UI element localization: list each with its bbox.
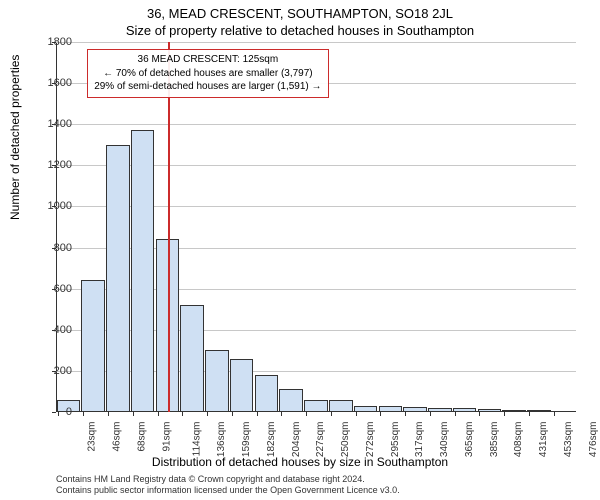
x-tick-label: 159sqm: [241, 422, 252, 458]
y-tick-label: 200: [54, 365, 72, 377]
x-tick: [356, 412, 357, 416]
info-box-line2: ← 70% of detached houses are smaller (3,…: [94, 67, 321, 81]
gridline: [56, 42, 576, 43]
x-tick-label: 250sqm: [340, 422, 351, 458]
histogram-bar: [502, 410, 526, 412]
info-box-line1: 36 MEAD CRESCENT: 125sqm: [94, 53, 321, 67]
y-tick-label: 1000: [48, 200, 72, 212]
x-tick: [158, 412, 159, 416]
y-tick-label: 400: [54, 324, 72, 336]
histogram-bar: [81, 280, 105, 412]
x-tick: [554, 412, 555, 416]
x-tick-label: 317sqm: [414, 422, 425, 458]
x-tick: [232, 412, 233, 416]
x-tick: [108, 412, 109, 416]
x-tick-label: 204sqm: [291, 422, 302, 458]
x-tick: [504, 412, 505, 416]
histogram-bar: [230, 359, 254, 412]
x-tick-label: 476sqm: [588, 422, 599, 458]
histogram-bar: [205, 350, 229, 412]
info-box: 36 MEAD CRESCENT: 125sqm← 70% of detache…: [87, 49, 328, 98]
x-axis-label: Distribution of detached houses by size …: [0, 455, 600, 469]
histogram-bar: [279, 389, 303, 412]
histogram-bar: [180, 305, 204, 412]
histogram-bar: [403, 407, 427, 412]
y-tick-label: 1200: [48, 159, 72, 171]
x-tick-label: 114sqm: [191, 422, 202, 457]
x-tick: [133, 412, 134, 416]
x-tick-label: 431sqm: [538, 422, 549, 458]
x-tick-label: 295sqm: [390, 422, 401, 458]
x-tick: [380, 412, 381, 416]
histogram-bar: [478, 409, 502, 412]
x-tick-label: 340sqm: [439, 422, 450, 458]
x-tick: [83, 412, 84, 416]
x-tick-label: 23sqm: [87, 422, 98, 452]
x-tick: [58, 412, 59, 416]
histogram-bar: [329, 400, 353, 412]
page-title-line2: Size of property relative to detached ho…: [0, 21, 600, 38]
x-tick-label: 272sqm: [365, 422, 376, 458]
y-tick-label: 1800: [48, 36, 72, 48]
x-tick-label: 453sqm: [563, 422, 574, 458]
plot-area: 36 MEAD CRESCENT: 125sqm← 70% of detache…: [56, 42, 576, 412]
x-tick-label: 227sqm: [315, 422, 326, 458]
x-tick: [306, 412, 307, 416]
x-tick-label: 68sqm: [137, 422, 148, 452]
info-box-line3: 29% of semi-detached houses are larger (…: [94, 80, 321, 94]
y-tick-label: 1600: [48, 77, 72, 89]
x-tick-label: 408sqm: [514, 422, 525, 458]
x-tick: [207, 412, 208, 416]
x-tick: [182, 412, 183, 416]
footer-line1: Contains HM Land Registry data © Crown c…: [56, 474, 400, 485]
y-tick-label: 600: [54, 283, 72, 295]
histogram-bar: [354, 406, 378, 412]
chart-area: 36 MEAD CRESCENT: 125sqm← 70% of detache…: [56, 42, 576, 412]
y-tick: [52, 412, 56, 413]
y-tick-label: 0: [66, 406, 72, 418]
x-tick: [331, 412, 332, 416]
footer-line2: Contains public sector information licen…: [56, 485, 400, 496]
x-tick-label: 365sqm: [464, 422, 475, 458]
page-title-line1: 36, MEAD CRESCENT, SOUTHAMPTON, SO18 2JL: [0, 0, 600, 21]
x-tick: [529, 412, 530, 416]
y-tick-label: 800: [54, 242, 72, 254]
histogram-bar: [304, 400, 328, 412]
attribution-footer: Contains HM Land Registry data © Crown c…: [56, 474, 400, 497]
x-tick-label: 182sqm: [266, 422, 277, 458]
y-axis-label: Number of detached properties: [8, 55, 22, 220]
gridline: [56, 124, 576, 125]
x-tick: [257, 412, 258, 416]
x-tick-label: 46sqm: [112, 422, 123, 452]
histogram-bar: [453, 408, 477, 412]
histogram-bar: [428, 408, 452, 412]
x-tick-label: 136sqm: [216, 422, 227, 458]
x-tick: [455, 412, 456, 416]
x-tick-label: 385sqm: [489, 422, 500, 458]
x-tick: [479, 412, 480, 416]
histogram-bar: [379, 406, 403, 412]
x-tick-label: 91sqm: [161, 422, 172, 452]
x-tick: [281, 412, 282, 416]
histogram-bar: [527, 410, 551, 412]
histogram-bar: [131, 130, 155, 412]
y-axis: [56, 42, 57, 412]
histogram-bar: [255, 375, 279, 412]
x-tick: [405, 412, 406, 416]
histogram-bar: [106, 145, 130, 412]
x-tick: [430, 412, 431, 416]
y-tick-label: 1400: [48, 118, 72, 130]
